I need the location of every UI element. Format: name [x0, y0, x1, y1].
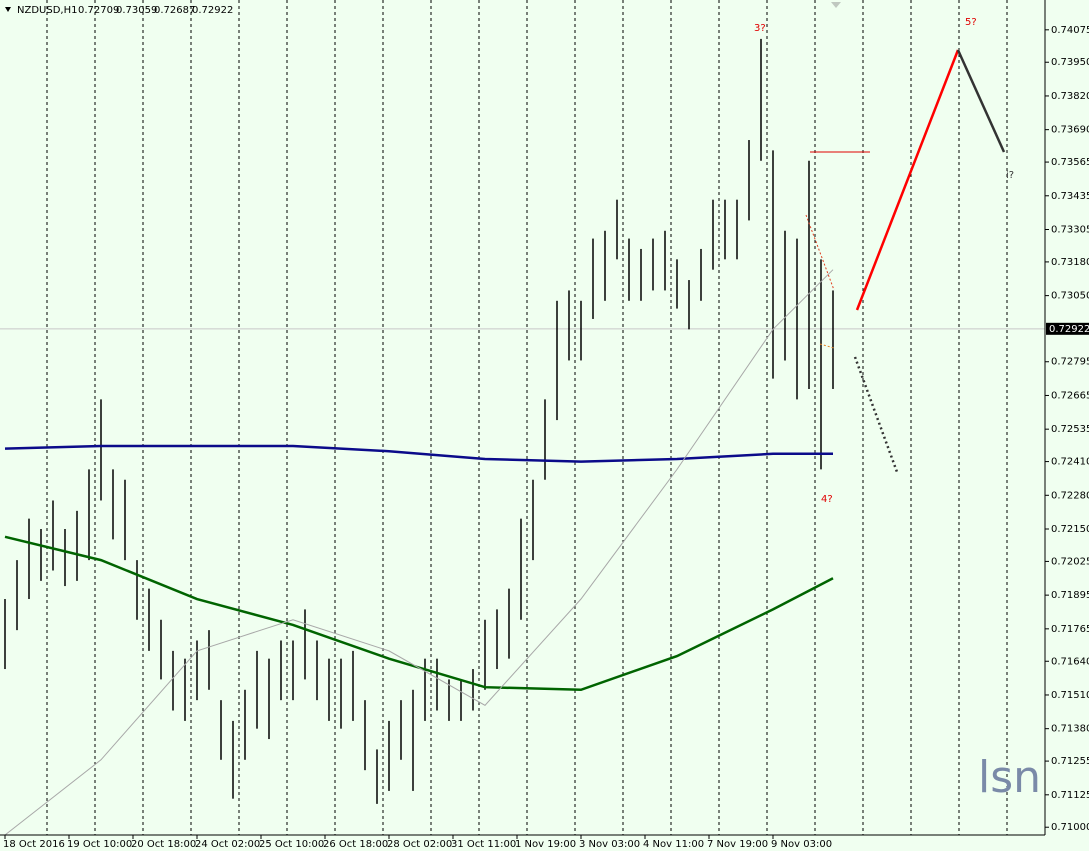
y-tick-label: 0.72535	[1051, 424, 1089, 435]
x-tick-label: 31 Oct 11:00	[451, 839, 516, 850]
wave-line	[956, 49, 1006, 153]
low: 0.72687	[154, 5, 195, 16]
y-tick-label: 0.73180	[1051, 257, 1089, 268]
x-tick-label: 1 Nov 19:00	[515, 839, 576, 850]
y-tick-label: 0.71640	[1051, 656, 1089, 667]
annotation: 4?	[821, 494, 833, 505]
y-tick-label: 0.73305	[1051, 224, 1089, 235]
y-tick-label: 0.72665	[1051, 390, 1089, 401]
wave-line	[855, 49, 960, 311]
moving-average	[4, 269, 834, 836]
x-tick-label: 28 Oct 02:00	[387, 839, 452, 850]
y-tick-label: 0.71510	[1051, 690, 1089, 701]
y-tick-label: 0.72410	[1051, 457, 1089, 468]
x-tick-label: 20 Oct 18:00	[131, 839, 196, 850]
y-tick-label: 0.71895	[1051, 590, 1089, 601]
open: 0.72709	[78, 5, 119, 16]
y-tick-label: 0.73690	[1051, 125, 1089, 136]
shift-marker	[831, 2, 841, 8]
moving-average	[4, 444, 833, 463]
y-tick-label: 0.71765	[1051, 624, 1089, 635]
moving-average	[4, 535, 834, 692]
y-tick-label: 0.73820	[1051, 91, 1089, 102]
y-tick-label: 0.72025	[1051, 556, 1089, 567]
arrow-line	[805, 214, 835, 291]
x-tick-label: 24 Oct 02:00	[195, 839, 260, 850]
annotation: 5?	[965, 17, 977, 28]
y-tick-label: 0.72795	[1051, 357, 1089, 368]
y-tick-label: 0.73565	[1051, 157, 1089, 168]
y-tick-label: 0.73050	[1051, 291, 1089, 302]
x-tick-label: 19 Oct 10:00	[67, 839, 132, 850]
close: 0.72922	[192, 5, 233, 16]
y-tick-label: 0.71255	[1051, 756, 1089, 767]
x-tick-label: 25 Oct 10:00	[259, 839, 324, 850]
price-tag	[1046, 322, 1089, 335]
x-tick-label: 3 Nov 03:00	[579, 839, 640, 850]
dotted-line	[853, 356, 899, 473]
high: 0.73059	[116, 5, 157, 16]
x-tick-label: 26 Oct 18:00	[323, 839, 388, 850]
y-tick-label: 0.72150	[1051, 524, 1089, 535]
y-tick-label: 0.71380	[1051, 724, 1089, 735]
y-tick-label: 0.71000	[1051, 822, 1089, 833]
watermark: lsn	[978, 752, 1041, 803]
x-tick-label: 4 Nov 11:00	[643, 839, 704, 850]
separators	[46, 0, 1008, 835]
y-tick-label: 0.72280	[1051, 490, 1089, 501]
symbol: NZDUSD,H1	[17, 5, 77, 16]
x-tick-label: 7 Nov 19:00	[707, 839, 768, 850]
y-tick-label: 0.73435	[1051, 191, 1089, 202]
y-tick-label: 0.74075	[1051, 25, 1089, 36]
price-tag-label: 0.72922	[1049, 324, 1089, 335]
x-tick-label: 18 Oct 2016	[3, 839, 65, 850]
arrow-line	[819, 343, 835, 349]
x-tick-label: 9 Nov 03:00	[771, 839, 832, 850]
y-tick-label: 0.73950	[1051, 57, 1089, 68]
menu-triangle	[5, 7, 11, 12]
plot	[0, 38, 1045, 836]
annotation: 3?	[754, 23, 766, 34]
y-tick-label: 0.71125	[1051, 790, 1089, 801]
annotation: i?	[1006, 170, 1014, 181]
